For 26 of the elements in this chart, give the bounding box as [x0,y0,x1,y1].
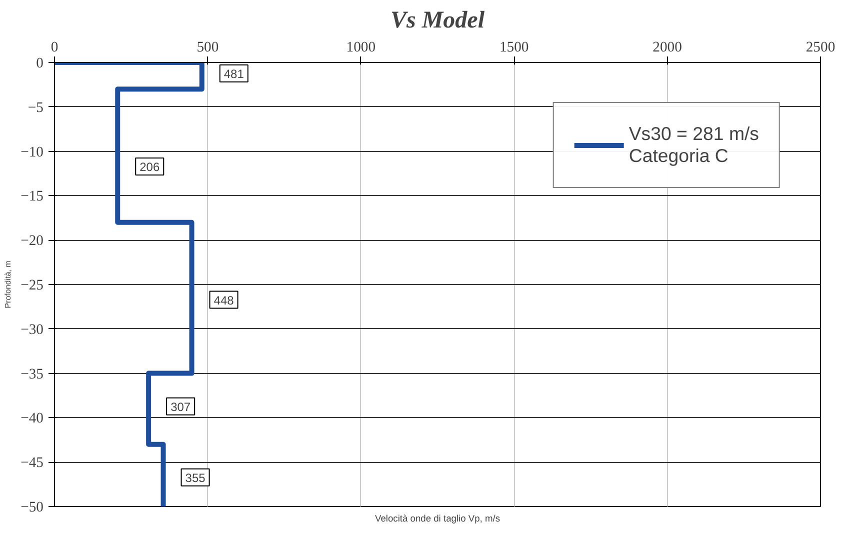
y-tick-label: −45 [20,455,44,472]
x-tick-label: 2500 [806,40,836,56]
y-tick-label: −5 [28,100,44,116]
legend-label: Vs30 = 281 m/s Categoria C [628,123,759,167]
x-tick-label: 500 [196,40,219,56]
y-tick-label: −15 [20,188,44,205]
annotation: 448 [214,293,234,308]
x-tick-label: 0 [50,40,58,56]
y-tick-label: −35 [20,366,44,382]
y-tick-label: −10 [20,144,44,160]
annotation: 355 [185,470,206,485]
y-tick-label: −40 [20,410,44,427]
annotation: 307 [170,400,191,414]
x-tick-label: 1000 [346,40,376,56]
chart-title: Vs Model [390,8,485,34]
y-axis-title: Profondità, m [4,260,13,308]
y-tick-label: 0 [36,56,44,72]
y-tick-label: −50 [20,500,44,516]
x-axis-title: Velocità onde di taglio Vp, m/s [375,514,500,524]
annotation: 481 [224,66,244,81]
x-tick-label: 2000 [652,40,682,56]
y-tick-label: −20 [20,233,44,250]
annotation: 206 [140,160,160,174]
x-tick-label: 1500 [499,40,529,56]
y-tick-label: −25 [20,278,44,294]
y-tick-label: −30 [20,322,44,338]
